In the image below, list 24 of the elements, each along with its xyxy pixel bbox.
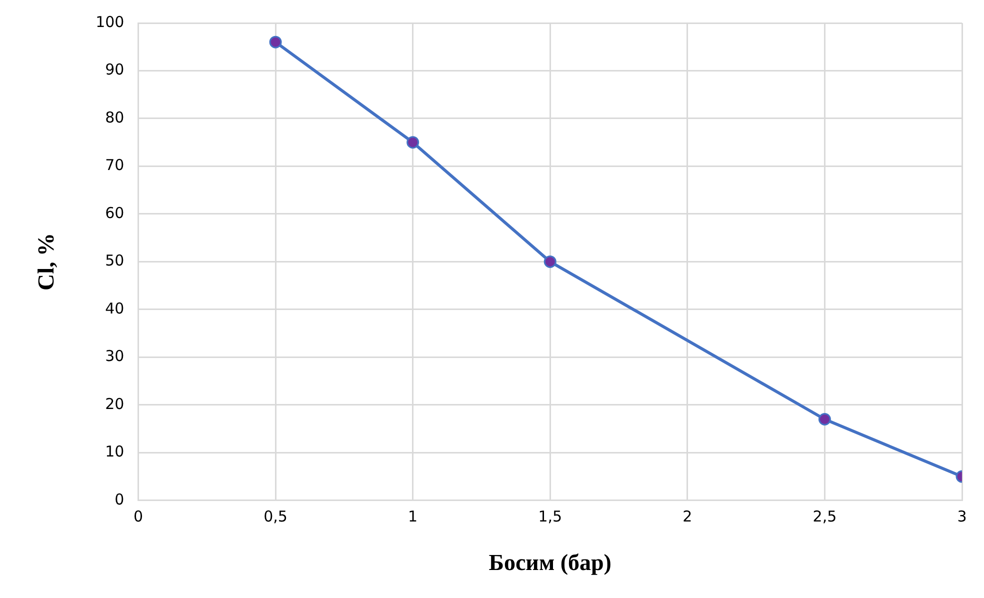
point: [269, 36, 282, 48]
y-tick-label: 20: [105, 394, 124, 413]
x-tick-label: 1,5: [538, 507, 562, 526]
y-tick-label: 70: [105, 156, 124, 174]
x-tick-label: 3: [957, 507, 967, 526]
point: [818, 412, 831, 426]
x-tick-label: 0,5: [264, 507, 288, 526]
x-tick-label: 2,5: [812, 507, 837, 526]
y-tick-label: 30: [105, 347, 124, 366]
y-tick-label: 0: [114, 490, 124, 508]
y-tick-label: 40: [105, 299, 124, 318]
x-tick-label: 0: [133, 507, 144, 526]
x-tick-label: 2: [682, 507, 692, 526]
y-tick-label: 100: [96, 12, 124, 31]
point: [406, 136, 420, 149]
y-axis-title: Cl, %: [34, 232, 59, 290]
y-tick-label: 60: [105, 204, 124, 222]
x-axis-title: Босим (бар): [488, 550, 612, 576]
y-tick-label: 80: [105, 108, 124, 126]
point: [544, 255, 556, 268]
y-tick-label: 10: [105, 442, 124, 461]
x-tick-label: 1: [408, 507, 418, 526]
y-tick-label: 50: [105, 252, 124, 270]
y-tick-label: 90: [105, 60, 124, 79]
